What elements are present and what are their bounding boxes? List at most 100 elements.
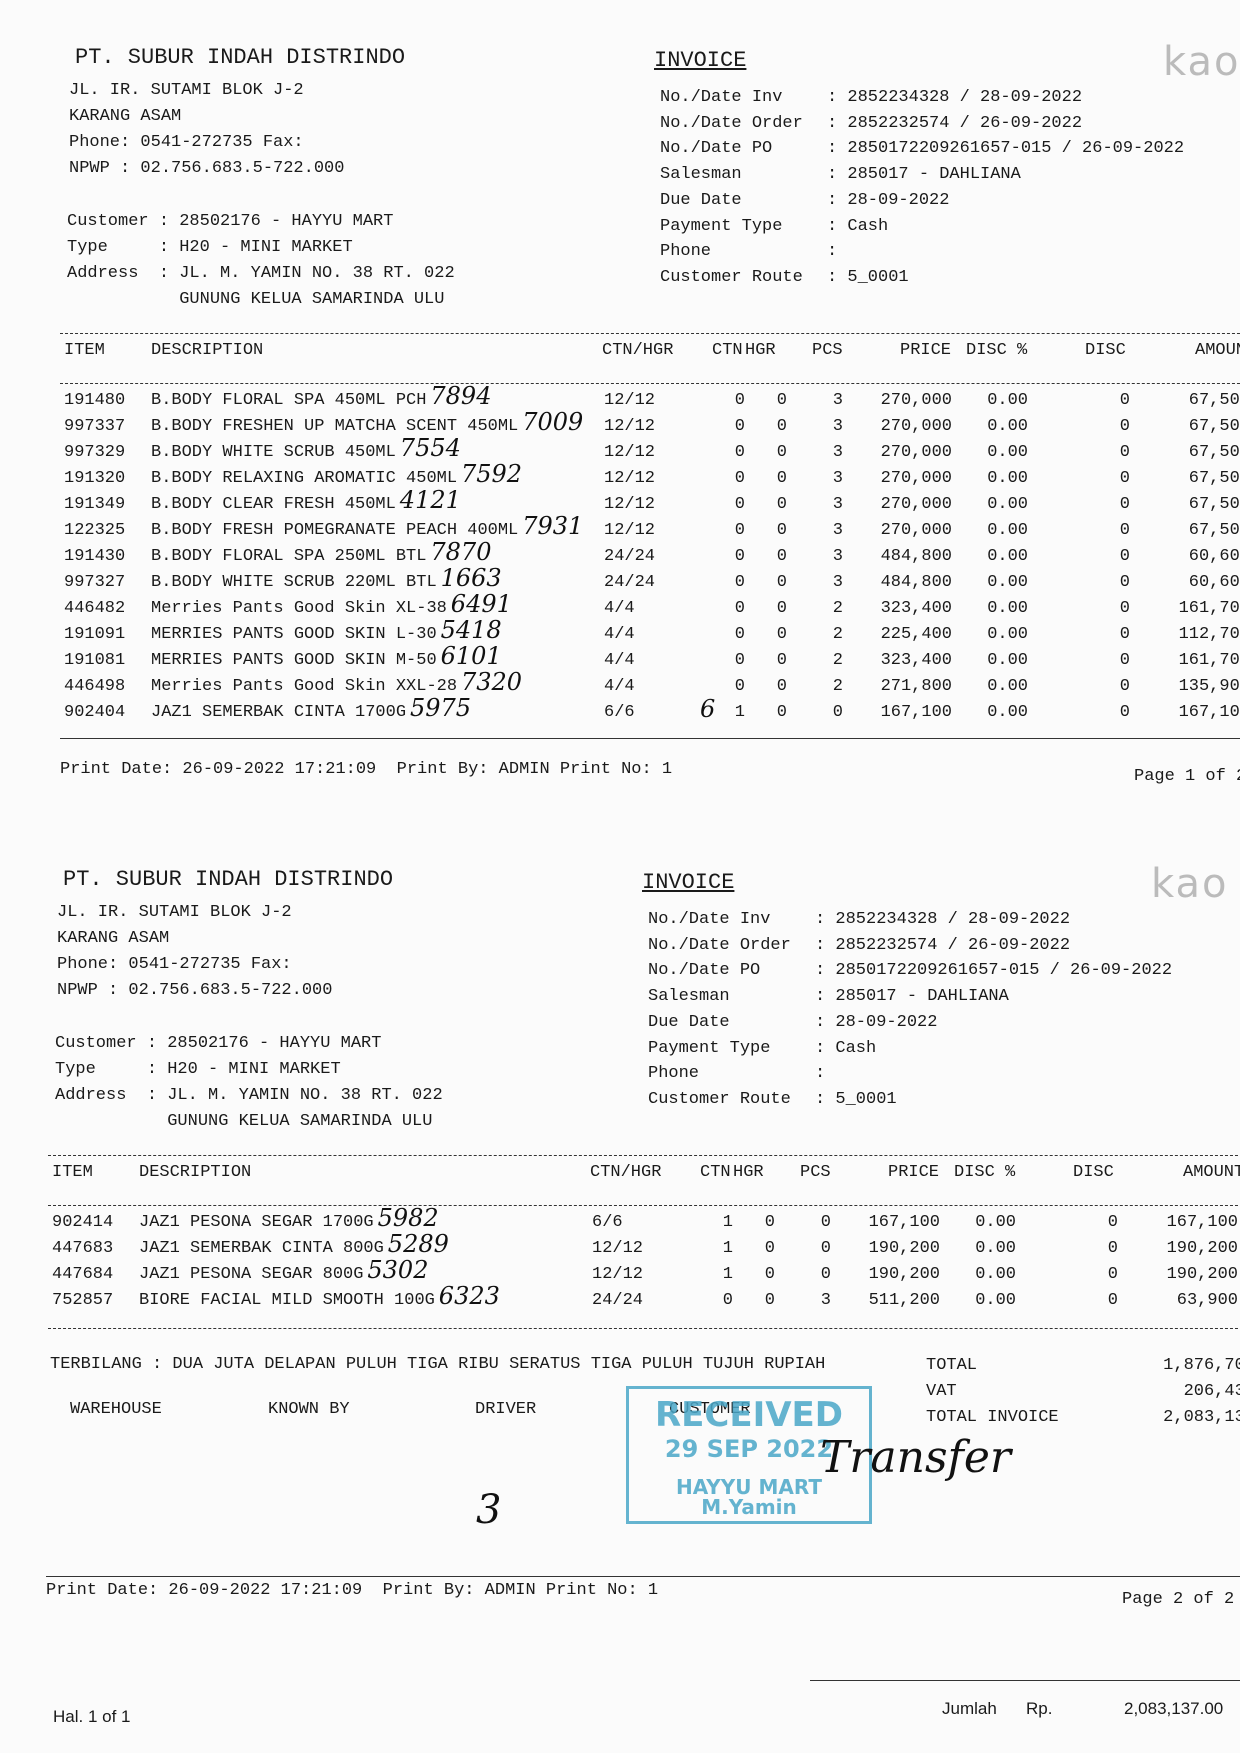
info-label: Salesman <box>660 165 742 185</box>
table-cell: 0.00 <box>987 469 1028 488</box>
handwritten-note: 7320 <box>461 668 523 696</box>
table-cell: 902404 <box>64 703 126 722</box>
print-info: Print Date: 26-09-2022 17:21:09 Print By… <box>46 1581 659 1600</box>
info-value: : 28-09-2022 <box>815 1012 938 1032</box>
table-cell: 0 <box>776 469 787 488</box>
table-cell: 161,700 <box>1178 599 1240 618</box>
table-cell: 67,500 <box>1188 443 1240 462</box>
table-cell: 112,700 <box>1178 625 1240 644</box>
info-label: Phone <box>660 242 712 262</box>
table-cell: 135,900 <box>1178 677 1240 696</box>
table-cell: 3 <box>820 1291 831 1310</box>
company-address: KARANG ASAM <box>69 107 182 126</box>
separator <box>60 333 1240 334</box>
company-address: JL. IR. SUTAMI BLOK J-2 <box>57 903 292 922</box>
table-cell: 0 <box>734 443 745 462</box>
customer-info: GUNUNG KELUA SAMARINDA ULU <box>55 1112 433 1131</box>
print-info: Print Date: 26-09-2022 17:21:09 Print By… <box>60 760 673 779</box>
table-cell: 4/4 <box>604 651 635 670</box>
table-cell: 191081 <box>64 651 126 670</box>
table-cell: MERRIES PANTS GOOD SKIN L-30 <box>151 625 437 644</box>
handwritten-note: 7592 <box>461 460 523 488</box>
customer-info: GUNUNG KELUA SAMARINDA ULU <box>67 290 445 309</box>
table-cell: 191320 <box>64 469 126 488</box>
column-header: DESCRIPTION <box>151 341 264 360</box>
table-cell: 1 <box>734 703 745 722</box>
table-cell: 0 <box>1119 677 1130 696</box>
terbilang: TERBILANG : DUA JUTA DELAPAN PULUH TIGA … <box>50 1355 826 1374</box>
table-cell: 0 <box>1119 651 1130 670</box>
table-cell: 997337 <box>64 417 126 436</box>
info-value: : Cash <box>827 216 889 236</box>
table-cell: 1 <box>722 1239 733 1258</box>
table-cell: 0 <box>1119 391 1130 410</box>
table-cell: 270,000 <box>880 521 952 540</box>
table-cell: 4/4 <box>604 599 635 618</box>
table-cell: 24/24 <box>604 573 656 592</box>
total-label: VAT <box>926 1382 957 1401</box>
table-cell: 0 <box>1107 1265 1118 1284</box>
table-cell: 0.00 <box>987 391 1028 410</box>
table-cell: 0.00 <box>987 677 1028 696</box>
table-cell: 270,000 <box>880 443 952 462</box>
table-cell: 190,200 <box>868 1239 940 1258</box>
table-cell: 190,200 <box>868 1265 940 1284</box>
company-address: NPWP : 02.756.683.5-722.000 <box>69 159 345 178</box>
separator <box>48 1155 1240 1156</box>
table-cell: MERRIES PANTS GOOD SKIN M-50 <box>151 651 437 670</box>
table-cell: 1 <box>722 1213 733 1232</box>
total-value: 1,876,700 <box>1163 1356 1240 1375</box>
info-value: : 5_0001 <box>827 267 909 287</box>
info-label: Phone <box>648 1064 700 1084</box>
table-cell: 0.00 <box>987 703 1028 722</box>
table-cell: 0 <box>734 573 745 592</box>
table-cell: B.BODY RELAXING AROMATIC 450ML <box>151 469 458 488</box>
total-label: TOTAL <box>926 1356 978 1375</box>
table-cell: 752857 <box>52 1291 114 1310</box>
table-cell: 0 <box>734 391 745 410</box>
table-cell: 0 <box>1119 547 1130 566</box>
customer-info: Type : H20 - MINI MARKET <box>55 1060 341 1079</box>
info-value: : 2852234328 / 28-09-2022 <box>827 88 1083 107</box>
handwritten-note: 7009 <box>522 408 584 436</box>
table-cell: 67,500 <box>1188 469 1240 488</box>
table-cell: 0.00 <box>987 573 1028 592</box>
info-label: Due Date <box>660 190 742 210</box>
table-cell: 67,500 <box>1188 417 1240 436</box>
table-cell: 0 <box>1119 495 1130 514</box>
table-cell: 271,800 <box>880 677 952 696</box>
table-cell: 12/12 <box>592 1239 644 1258</box>
table-cell: 3 <box>832 547 843 566</box>
table-cell: 0 <box>734 521 745 540</box>
column-header: DISC <box>1085 341 1126 360</box>
table-cell: 0 <box>1119 469 1130 488</box>
separator <box>810 1680 1240 1681</box>
table-cell: 3 <box>832 495 843 514</box>
table-cell: 484,800 <box>880 547 952 566</box>
table-cell: JAZ1 PESONA SEGAR 1700G <box>139 1213 374 1232</box>
column-header: DISC % <box>954 1163 1016 1182</box>
table-cell: 0 <box>734 599 745 618</box>
table-cell: 60,600 <box>1188 573 1240 592</box>
signature-label: CUSTOMER <box>669 1400 751 1419</box>
info-value: : <box>827 242 838 262</box>
customer-info: Address : JL. M. YAMIN NO. 38 RT. 022 <box>67 264 455 283</box>
column-header: DESCRIPTION <box>139 1163 252 1182</box>
table-cell: 0 <box>776 703 787 722</box>
table-cell: 0 <box>764 1265 775 1284</box>
separator <box>60 383 1240 384</box>
table-cell: 0.00 <box>975 1213 1016 1232</box>
table-cell: 270,000 <box>880 495 952 514</box>
table-cell: Merries Pants Good Skin XL-38 <box>151 599 447 618</box>
page-number: Page 2 of 2 <box>1122 1590 1235 1609</box>
column-header: AMOUNT <box>1195 341 1240 360</box>
handwritten-note: 1663 <box>440 564 502 592</box>
table-cell: 447684 <box>52 1265 114 1284</box>
column-header: ITEM <box>64 341 105 360</box>
table-cell: 2 <box>832 625 843 644</box>
info-label: No./Date PO <box>648 961 761 981</box>
info-label: Payment Type <box>648 1038 771 1058</box>
info-value: : 28-09-2022 <box>827 190 950 210</box>
table-cell: 191480 <box>64 391 126 410</box>
info-label: Customer Route <box>648 1089 791 1109</box>
